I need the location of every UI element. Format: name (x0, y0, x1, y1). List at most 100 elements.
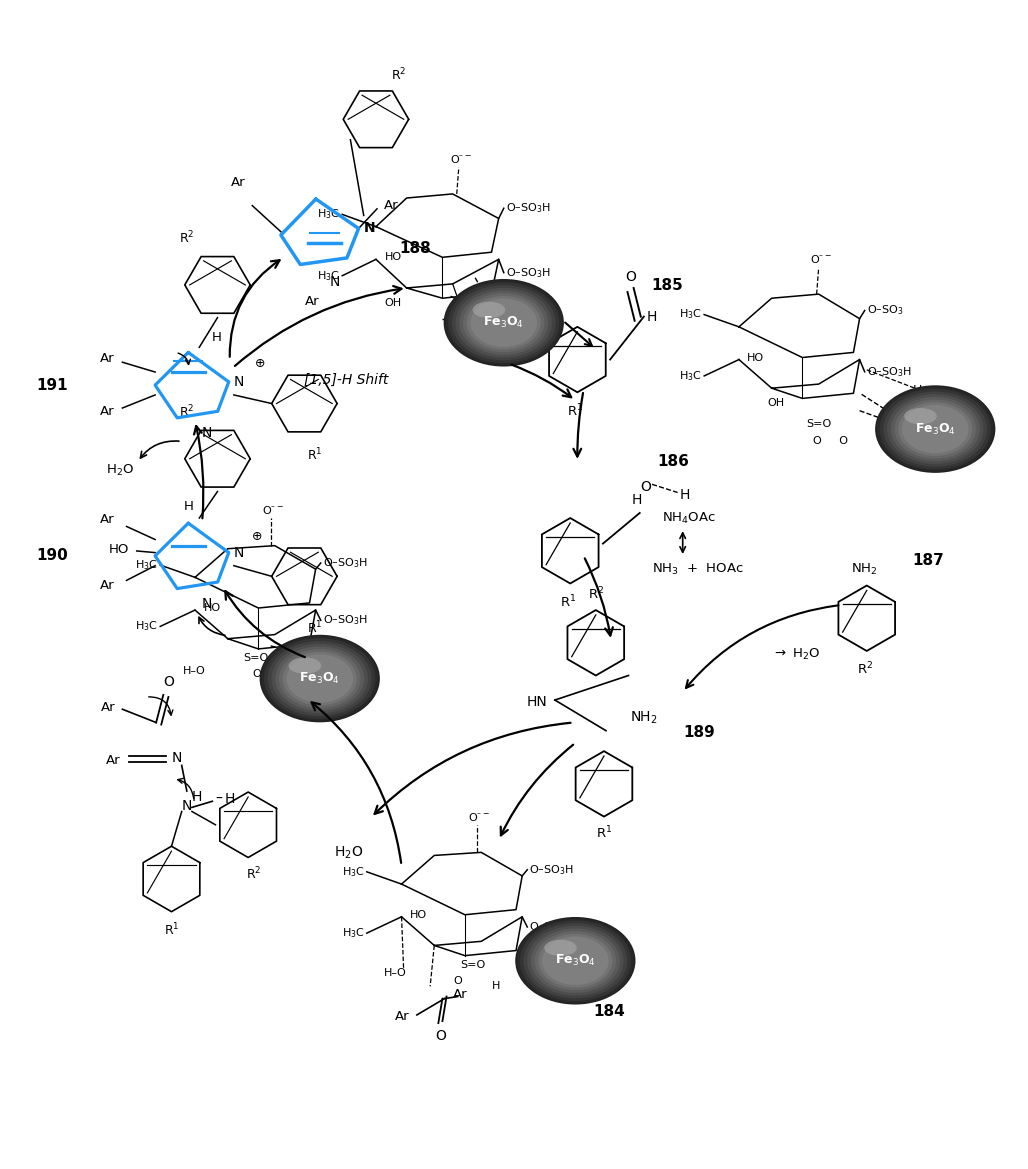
Text: H: H (225, 793, 235, 807)
Text: N: N (172, 752, 182, 766)
Text: Ar: Ar (100, 404, 114, 417)
Text: 184: 184 (594, 1004, 625, 1019)
Text: H$_3$C: H$_3$C (318, 207, 340, 221)
Text: O: O (625, 270, 636, 284)
Text: R$^1$: R$^1$ (306, 447, 323, 463)
Text: Ar: Ar (304, 295, 320, 309)
Text: S=O: S=O (806, 419, 832, 429)
Text: H–O: H–O (383, 968, 407, 978)
Ellipse shape (473, 302, 505, 318)
Text: Ar: Ar (100, 352, 114, 366)
Text: H: H (913, 383, 922, 396)
Text: R$^2$: R$^2$ (588, 586, 603, 602)
Text: O–SO$_3$: O–SO$_3$ (867, 304, 904, 318)
Text: 185: 185 (651, 278, 683, 293)
Ellipse shape (883, 392, 987, 466)
Text: O: O (435, 1029, 446, 1043)
Ellipse shape (891, 397, 980, 462)
Text: S=O: S=O (461, 960, 485, 970)
Text: H: H (647, 310, 657, 324)
Ellipse shape (264, 638, 375, 719)
Text: H$_2$O: H$_2$O (106, 463, 135, 477)
Text: OH: OH (768, 397, 785, 408)
Text: HO: HO (109, 542, 130, 555)
Text: OSO$_3$H: OSO$_3$H (463, 312, 502, 325)
Text: H: H (192, 790, 203, 804)
Text: Ar: Ar (230, 175, 245, 189)
Text: O–SO$_3$H: O–SO$_3$H (323, 556, 368, 570)
Ellipse shape (539, 934, 613, 988)
Ellipse shape (471, 298, 538, 347)
Text: HO: HO (384, 253, 402, 262)
Text: O$^{–-}$: O$^{–-}$ (450, 153, 472, 165)
Ellipse shape (460, 291, 548, 355)
Text: R$^2$: R$^2$ (179, 403, 194, 420)
Text: $\rightarrow$ H$_2$O: $\rightarrow$ H$_2$O (772, 646, 820, 662)
Text: $\oplus$: $\oplus$ (251, 530, 262, 542)
Ellipse shape (876, 386, 994, 472)
Text: 186: 186 (657, 455, 689, 469)
Ellipse shape (463, 293, 545, 352)
Ellipse shape (276, 646, 364, 711)
Text: HN: HN (527, 696, 548, 710)
Ellipse shape (444, 279, 563, 366)
Text: S=O: S=O (244, 653, 269, 663)
Ellipse shape (467, 296, 541, 350)
Text: H$_3$C: H$_3$C (680, 369, 702, 382)
Text: O: O (252, 670, 261, 679)
Text: R$^1$: R$^1$ (596, 825, 612, 842)
Text: 191: 191 (37, 378, 68, 393)
Text: H: H (491, 981, 500, 991)
Ellipse shape (894, 400, 976, 458)
Text: NH$_2$: NH$_2$ (629, 710, 657, 726)
Text: H: H (282, 671, 290, 682)
Text: O     O: O O (813, 436, 848, 447)
Ellipse shape (530, 928, 620, 992)
Text: HO: HO (747, 353, 765, 362)
Text: H$_3$C: H$_3$C (318, 269, 340, 283)
Text: O–SO$_3$H: O–SO$_3$H (506, 265, 551, 279)
Text: HO: HO (410, 909, 427, 920)
Text: [1,5]-H Shift: [1,5]-H Shift (304, 373, 389, 387)
Text: O–SO$_3$H: O–SO$_3$H (529, 920, 575, 934)
Ellipse shape (455, 288, 552, 358)
Text: R$^2$: R$^2$ (856, 662, 873, 678)
Text: O–SO$_3$H: O–SO$_3$H (506, 201, 551, 215)
Text: 189: 189 (684, 725, 715, 740)
Text: O–SO$_3$H: O–SO$_3$H (529, 863, 575, 877)
Text: Ar: Ar (395, 1010, 410, 1024)
Ellipse shape (279, 649, 361, 708)
Ellipse shape (542, 936, 609, 985)
Text: NH$_4$OAc: NH$_4$OAc (662, 511, 715, 526)
Text: OH: OH (384, 298, 402, 309)
Ellipse shape (527, 926, 624, 996)
Text: N: N (201, 426, 212, 440)
Ellipse shape (535, 932, 616, 990)
Text: R$^1$: R$^1$ (567, 402, 584, 420)
Ellipse shape (271, 644, 368, 713)
Ellipse shape (516, 918, 634, 1004)
Text: H$_3$C: H$_3$C (342, 926, 365, 940)
Text: H$_3$C: H$_3$C (342, 865, 365, 879)
Text: R$^1$: R$^1$ (560, 594, 577, 610)
Ellipse shape (520, 920, 631, 1001)
Text: Ar: Ar (100, 579, 114, 592)
Text: H: H (680, 487, 690, 502)
Text: R$^2$: R$^2$ (179, 229, 194, 245)
Ellipse shape (452, 285, 556, 360)
Text: NH$_2$: NH$_2$ (851, 562, 878, 577)
Text: O: O (163, 675, 174, 689)
Text: HO: HO (204, 603, 221, 613)
Text: R$^2$: R$^2$ (392, 67, 407, 83)
Text: H: H (631, 492, 641, 506)
Ellipse shape (887, 394, 984, 464)
Text: N: N (182, 800, 192, 814)
Ellipse shape (898, 402, 972, 456)
Text: Ar: Ar (106, 754, 120, 767)
Text: O: O (453, 976, 463, 987)
Text: N: N (364, 221, 375, 235)
Text: O$^{–-}$: O$^{–-}$ (262, 504, 284, 516)
Text: R$^2$: R$^2$ (246, 866, 261, 883)
Text: Fe$_3$O$_4$: Fe$_3$O$_4$ (483, 316, 524, 331)
Ellipse shape (880, 389, 991, 469)
